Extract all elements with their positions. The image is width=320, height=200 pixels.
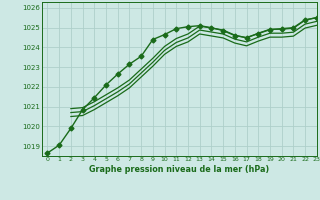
X-axis label: Graphe pression niveau de la mer (hPa): Graphe pression niveau de la mer (hPa): [89, 165, 269, 174]
